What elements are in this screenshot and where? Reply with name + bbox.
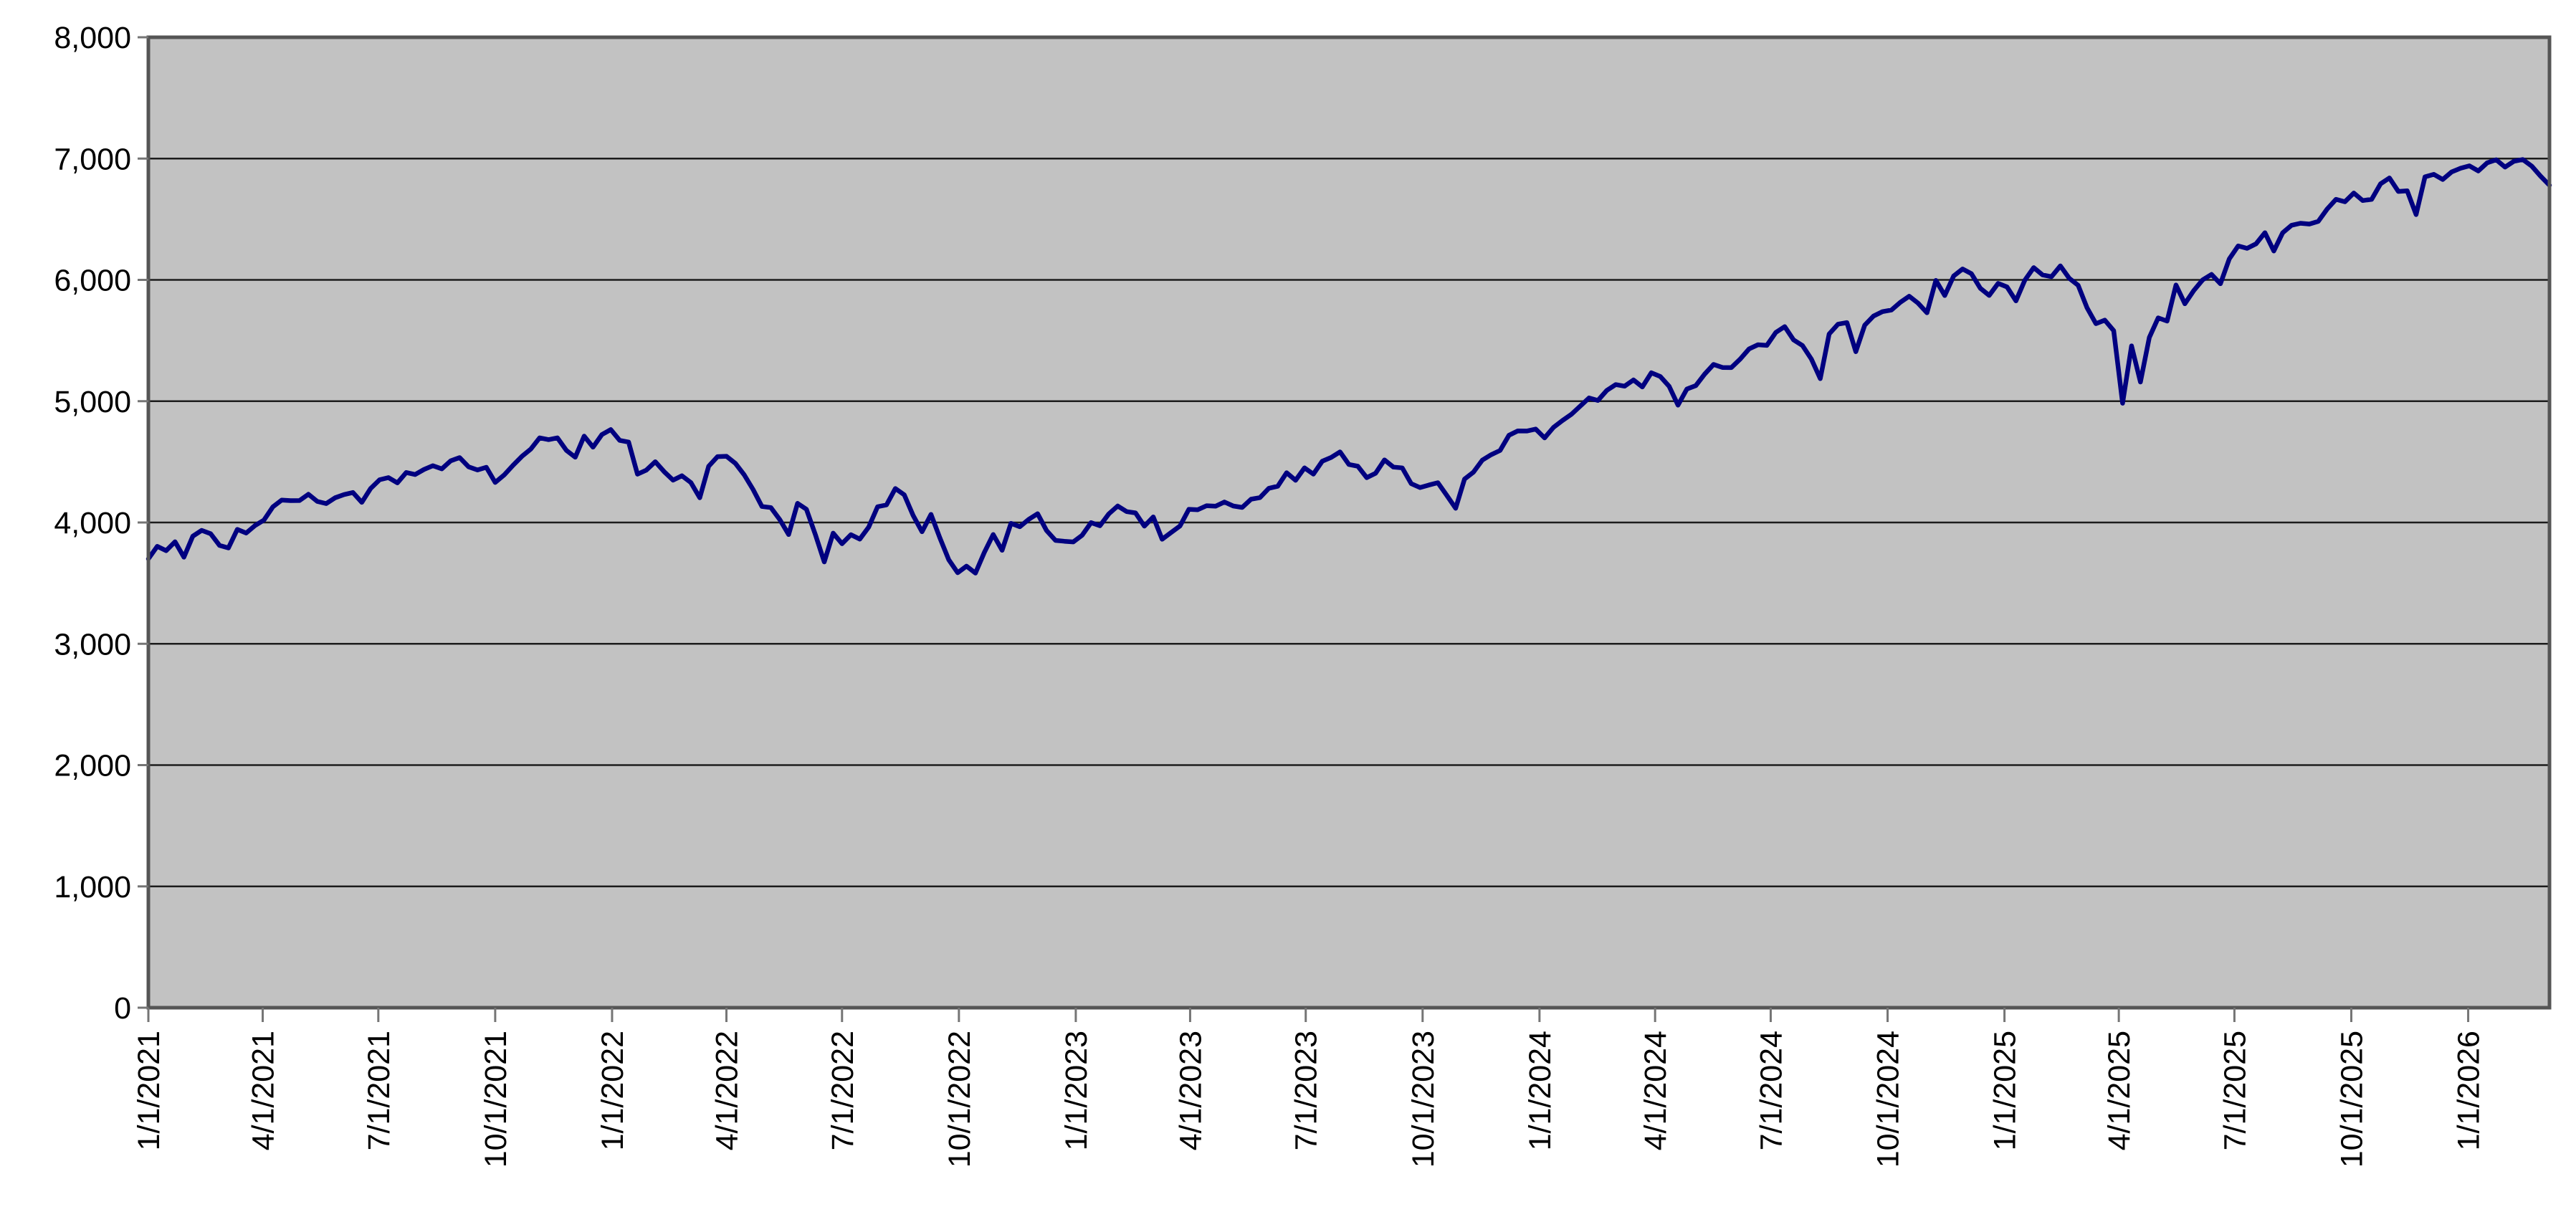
x-axis-label: 1/1/2024 <box>1523 1031 1557 1150</box>
x-axis-label: 7/1/2024 <box>1754 1031 1788 1150</box>
x-axis-label: 4/1/2023 <box>1173 1031 1208 1150</box>
x-axis-label: 10/1/2024 <box>1871 1031 1906 1168</box>
y-axis-label: 2,000 <box>54 749 131 783</box>
y-axis-label: 8,000 <box>54 21 131 55</box>
y-axis-label: 1,000 <box>54 870 131 904</box>
x-axis-label: 1/1/2022 <box>596 1031 630 1150</box>
x-axis-label: 10/1/2025 <box>2334 1031 2369 1168</box>
y-axis-label: 5,000 <box>54 385 131 419</box>
x-axis-label: 7/1/2023 <box>1289 1031 1324 1150</box>
x-axis-label: 10/1/2023 <box>1406 1031 1441 1168</box>
y-axis-label: 4,000 <box>54 506 131 540</box>
data-series-line <box>146 157 2552 576</box>
x-axis-label: 4/1/2022 <box>710 1031 744 1150</box>
y-axis-label: 6,000 <box>54 264 131 298</box>
y-axis-label: 7,000 <box>54 142 131 176</box>
x-axis-label: 4/1/2025 <box>2102 1031 2137 1150</box>
y-axis-label: 0 <box>114 991 131 1026</box>
x-axis-label: 1/1/2021 <box>132 1031 166 1150</box>
x-axis-label: 1/1/2026 <box>2452 1031 2486 1150</box>
x-axis-label: 7/1/2022 <box>826 1031 860 1150</box>
x-axis-label: 1/1/2023 <box>1059 1031 1094 1150</box>
x-axis-label: 1/1/2025 <box>1988 1031 2023 1150</box>
y-axis-label: 3,000 <box>54 627 131 662</box>
x-axis-label: 7/1/2025 <box>2218 1031 2252 1150</box>
x-axis-label: 4/1/2024 <box>1638 1031 1673 1150</box>
x-axis-label: 4/1/2021 <box>247 1031 281 1150</box>
x-axis-label: 7/1/2021 <box>362 1031 396 1150</box>
x-axis-label: 10/1/2022 <box>943 1031 977 1168</box>
x-axis-label: 10/1/2021 <box>479 1031 513 1168</box>
